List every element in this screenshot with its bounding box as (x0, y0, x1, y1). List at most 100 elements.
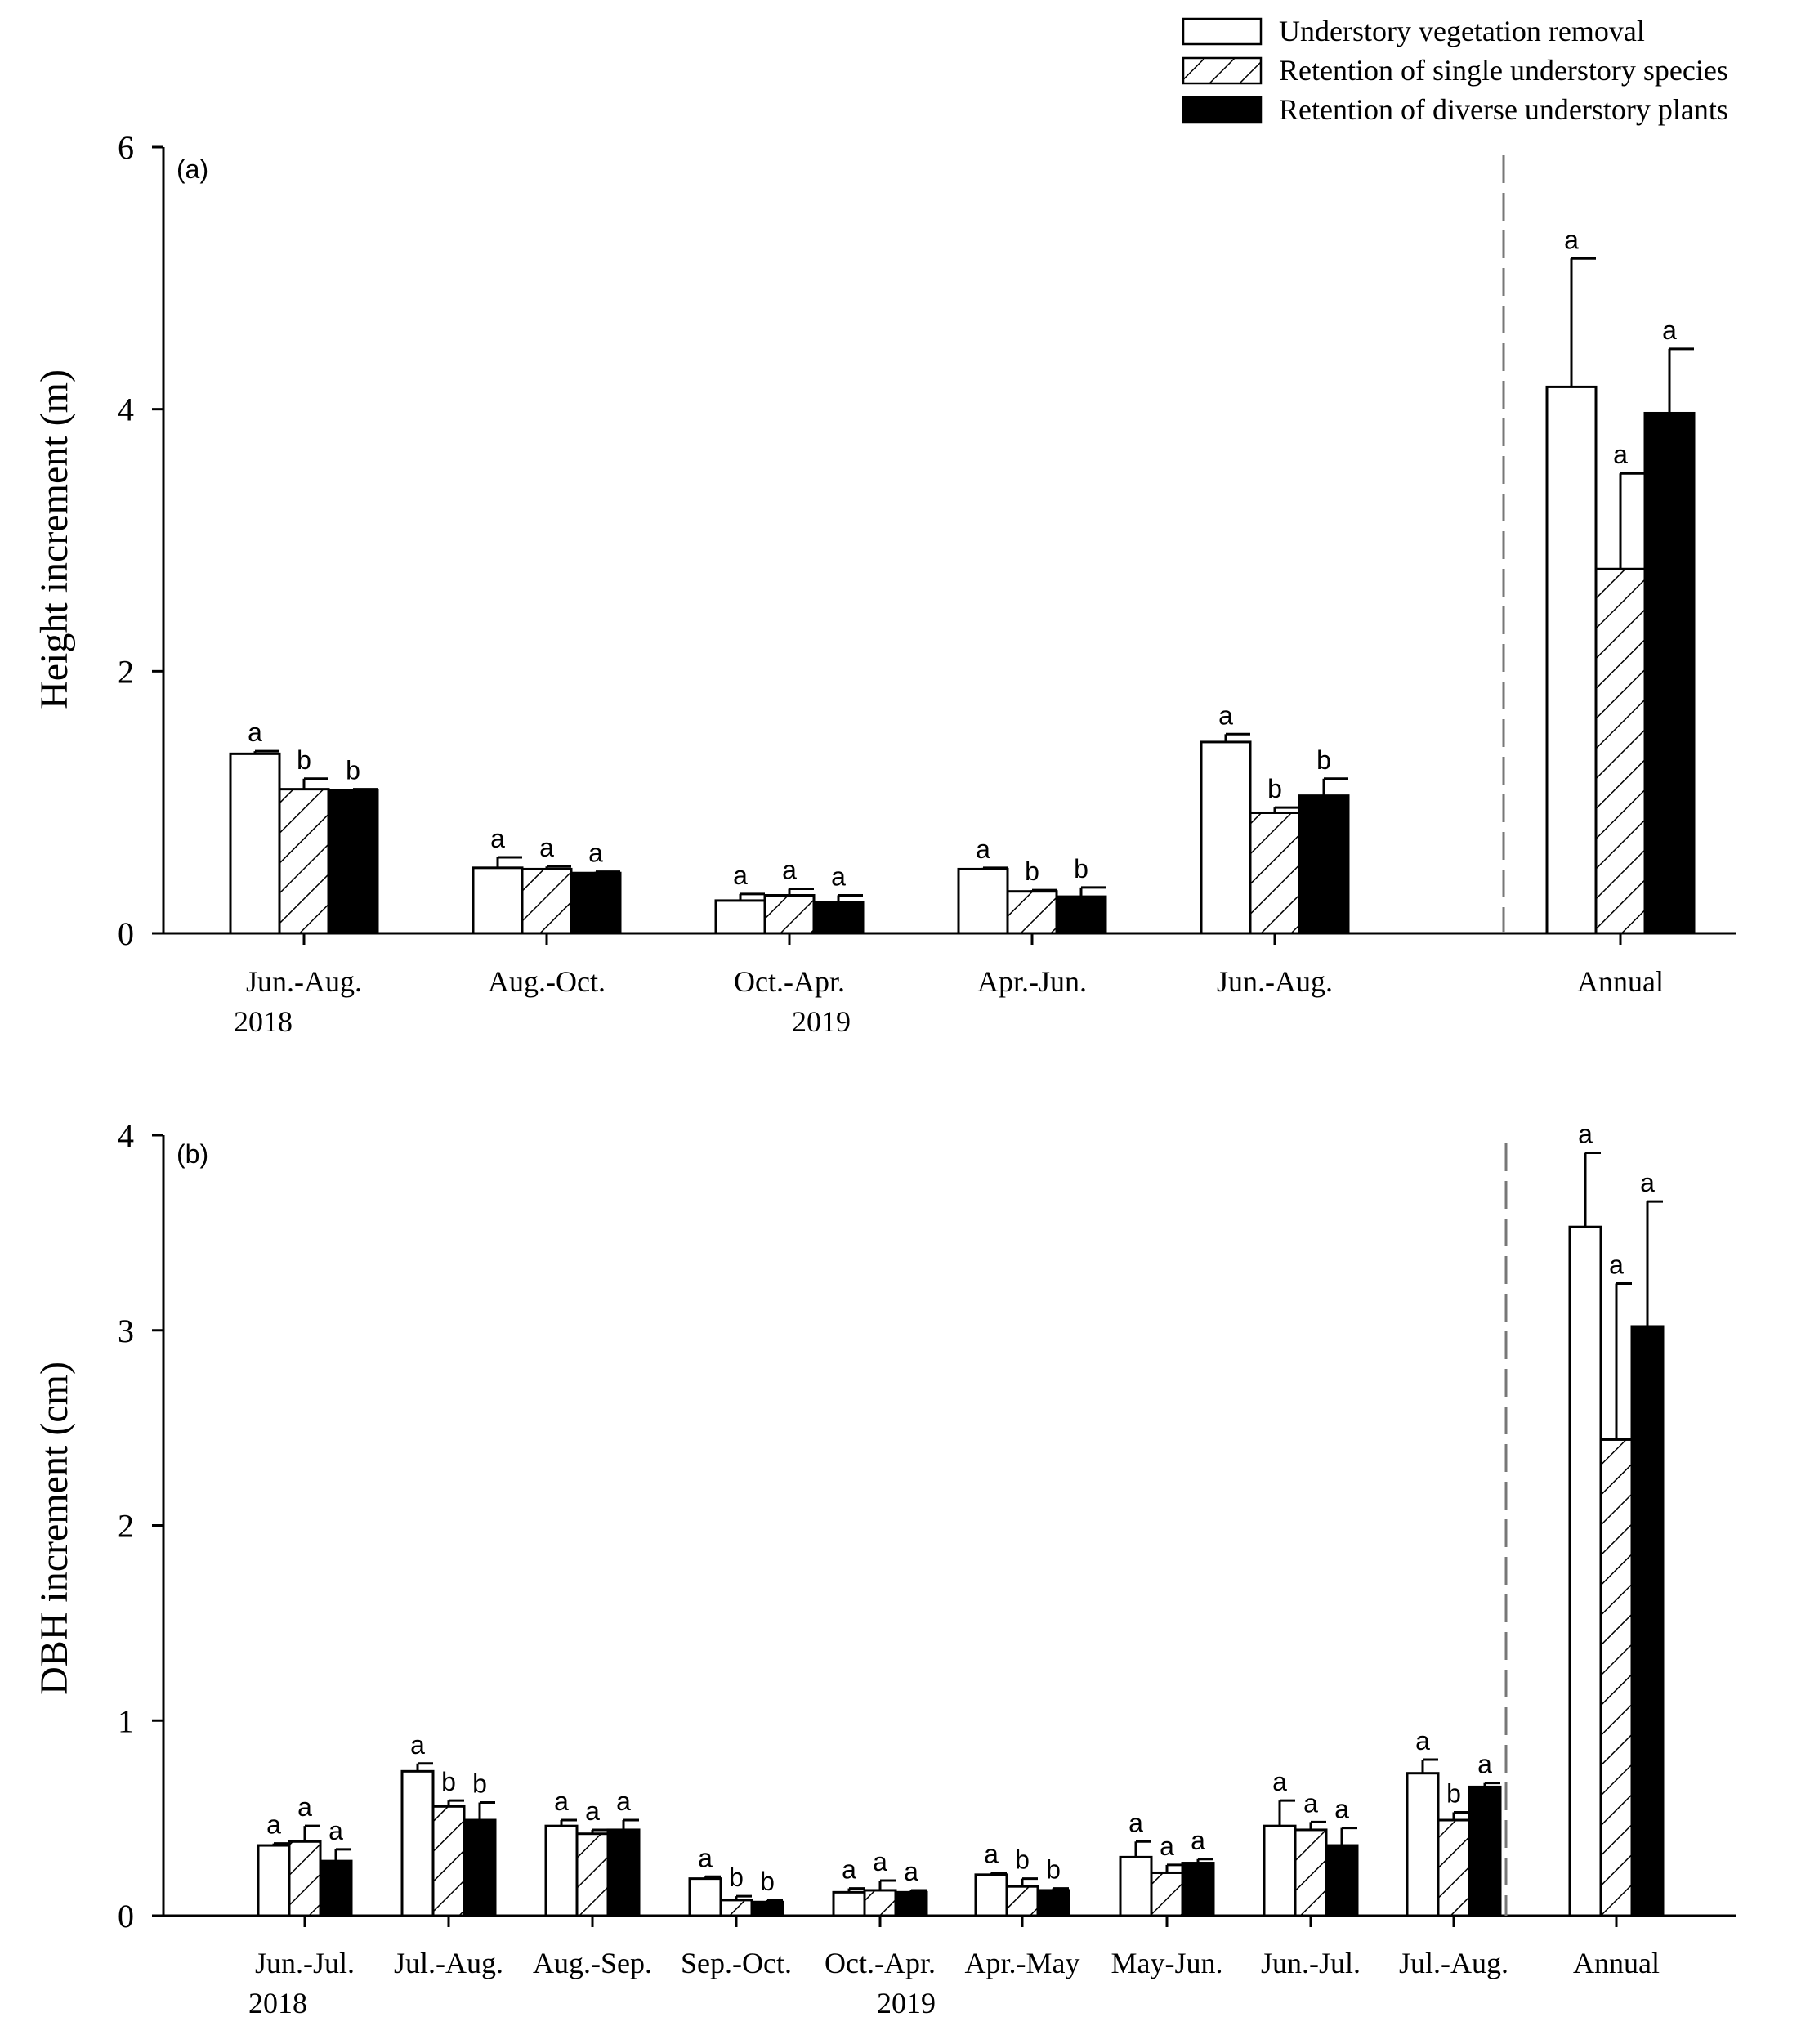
panel-a-bar (1249, 811, 1301, 935)
panel-a-significance-letter: a (733, 861, 748, 890)
panel-b-significance-letter: a (297, 1792, 312, 1822)
panel-b-bar (719, 1899, 753, 1917)
panel-b-significance-letter: a (1303, 1788, 1318, 1818)
panel-a-significance-letter: b (297, 745, 311, 775)
panel-b-bar (1263, 1824, 1297, 1917)
panel-a-bar (714, 899, 766, 935)
panel-b-bar (575, 1832, 610, 1917)
panel-a-significance-letter: a (1564, 225, 1579, 254)
panel-a-bar (229, 752, 281, 935)
panel-b-xtick-label: Jul.-Aug. (1399, 1947, 1508, 1979)
panel-a-bar (1055, 895, 1107, 935)
panel-b-significance-letter: a (410, 1730, 425, 1760)
panel-b-significance-letter: a (904, 1857, 918, 1886)
panel-b-bar (894, 1890, 928, 1917)
panel-b-significance-letter: a (1477, 1750, 1492, 1779)
panel-b-bar (257, 1844, 291, 1917)
panel-b-year-label: 2019 (877, 1987, 936, 2019)
panel-a-bar (1200, 740, 1252, 935)
panel-b-significance-letter: b (1446, 1778, 1461, 1808)
panel-b-bar (1568, 1225, 1602, 1917)
legend-swatch-removal (1182, 17, 1263, 46)
panel-b-bar (1325, 1844, 1359, 1917)
panel-a-significance-letter: a (976, 834, 990, 864)
panel-b-xtick-label: Jul.-Aug. (394, 1947, 503, 1979)
legend-swatch-diverse (1182, 96, 1263, 124)
panel-b-xtick-label: Aug.-Sep. (533, 1947, 652, 1979)
panel-b-xtick-label: Jun.-Jul. (255, 1947, 355, 1979)
panel-b-bar (288, 1840, 322, 1917)
panel-b-significance-letter: a (554, 1787, 569, 1816)
panel-a-label: (a) (177, 154, 208, 184)
panel-a-bar (472, 866, 524, 935)
panel-b-bar (1150, 1871, 1184, 1917)
panel-b-significance-letter: a (1128, 1808, 1143, 1837)
panel-a-significance-letter: b (1025, 857, 1039, 886)
panel-b-ylabel: DBH increment (cm) (33, 1362, 76, 1695)
panel-b-significance-letter: a (698, 1843, 713, 1872)
panel-a-bar (1643, 411, 1696, 935)
panel-a-bar (327, 789, 379, 935)
panel-b-bar (863, 1889, 897, 1917)
panel-b-significance-letter: a (984, 1839, 999, 1868)
panel-a-xlabels: Jun.-Aug. Aug.-Oct. Oct.-Apr. Apr.-Jun. Jun.… (234, 965, 1664, 1038)
panel-b-bar (1294, 1828, 1328, 1917)
panel-a-ytick-label: 6 (118, 129, 134, 166)
panel-b-significance-letter: b (760, 1867, 775, 1896)
panel-b-bar (1005, 1885, 1039, 1917)
panel-a-xtick-label: Aug.-Oct. (488, 965, 606, 998)
panel-a-xtick-label: Oct.-Apr. (734, 965, 845, 998)
panel-b-significance-letter: a (842, 1855, 856, 1885)
legend-label-diverse: Retention of diverse understory plants (1279, 93, 1728, 126)
panel-b-bar (832, 1890, 866, 1917)
panel-b-significance-letter: a (1609, 1250, 1624, 1279)
panel-b-xtick-label: Jun.-Jul. (1261, 1947, 1361, 1979)
panel-a-significance-letter: a (588, 839, 603, 868)
panel-b-bar (1630, 1325, 1665, 1917)
panel-a-bar (1545, 385, 1598, 935)
panel-b-xtick-label: Annual (1573, 1947, 1660, 1979)
panel-a-ytick-label: 4 (118, 391, 134, 428)
panel-a-bar (957, 867, 1009, 935)
panel-b-significance-letter: b (1015, 1845, 1030, 1875)
panel-a-bars: a b b a a a a a a a b b a b b a a a (229, 225, 1696, 935)
panel-a-significance-letter: a (1613, 440, 1628, 469)
legend-label-removal: Understory vegetation removal (1279, 15, 1645, 47)
panel-b-significance-letter: b (1046, 1855, 1061, 1885)
panel-b-significance-letter: a (1272, 1767, 1287, 1796)
panel-b-label: (b) (177, 1139, 208, 1169)
panel-b-significance-letter: b (441, 1767, 456, 1796)
panel-b-significance-letter: a (1191, 1826, 1205, 1855)
panel-a-bar (1594, 567, 1647, 935)
panel-a-bar (763, 894, 816, 935)
panel-b-bar (750, 1900, 784, 1917)
panel-a-bar (521, 867, 573, 935)
panel-b-ytick-label: 0 (118, 1898, 134, 1934)
panel-b-bar (1119, 1855, 1153, 1917)
panel-b-significance-letter: b (729, 1863, 744, 1892)
panel-a-significance-letter: a (1218, 700, 1233, 730)
panel-b-xtick-label: Oct.-Apr. (825, 1947, 936, 1979)
panel-a-significance-letter: a (782, 855, 797, 884)
panel-a-axes: 0 2 4 6 (118, 129, 1736, 952)
panel-a-xtick-label: Apr.-Jun. (977, 965, 1087, 998)
panel-b-ytick-label: 4 (118, 1117, 134, 1154)
panel-b-significance-letter: a (1160, 1832, 1174, 1861)
panel-b-bar (463, 1818, 497, 1917)
panel-a-significance-letter: a (490, 824, 505, 853)
panel-b-significance-letter: b (472, 1769, 487, 1799)
panel-b-significance-letter: a (328, 1816, 343, 1845)
panel-b-bar (400, 1769, 435, 1917)
panel-a-xtick-label: Jun.-Aug. (1217, 965, 1333, 998)
panel-b-ytick-label: 2 (118, 1508, 134, 1545)
panel-b-year-label: 2018 (248, 1987, 307, 2019)
panel-a-bar (1298, 794, 1350, 935)
panel-a-significance-letter: a (539, 833, 554, 862)
panel-b-xtick-label: May-Jun. (1111, 1947, 1223, 1979)
panel-a-bar (570, 871, 622, 935)
panel-a-ytick-label: 2 (118, 653, 134, 690)
panel-b-xtick-label: Apr.-May (965, 1947, 1080, 1979)
